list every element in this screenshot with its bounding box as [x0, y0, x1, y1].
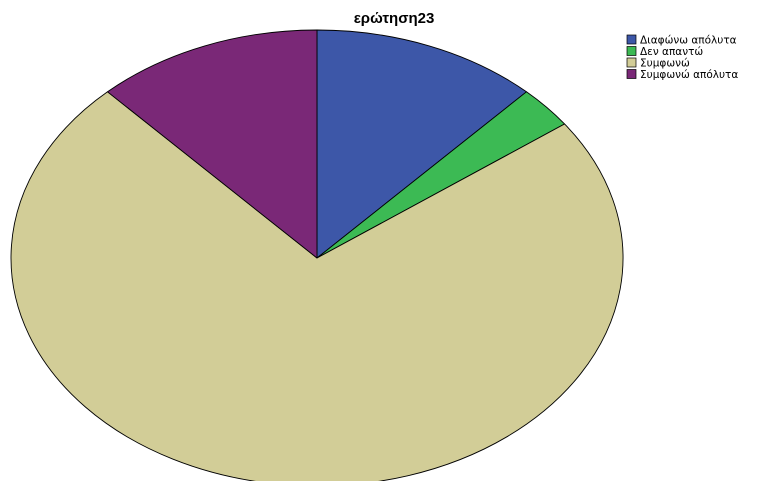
legend-swatch-1: [626, 34, 637, 45]
legend-label-4: Συμφωνώ απόλυτα: [640, 69, 738, 81]
legend-swatch-3: [626, 57, 637, 68]
legend-swatch-2: [626, 46, 637, 56]
pie-slices: [10, 29, 624, 481]
pie-slice-1: [316, 29, 527, 259]
pie-slice-4: [107, 29, 318, 259]
pie-slice-3: [10, 91, 624, 481]
chart-title: ερώτηση23: [354, 10, 435, 27]
legend-label-3: Συμφωνώ: [640, 58, 690, 70]
legend-label-2: Δεν απαντώ: [640, 46, 703, 58]
legend-swatch-4: [626, 69, 637, 79]
legend-label-1: Διαφώνω απόλυτα: [640, 35, 737, 47]
